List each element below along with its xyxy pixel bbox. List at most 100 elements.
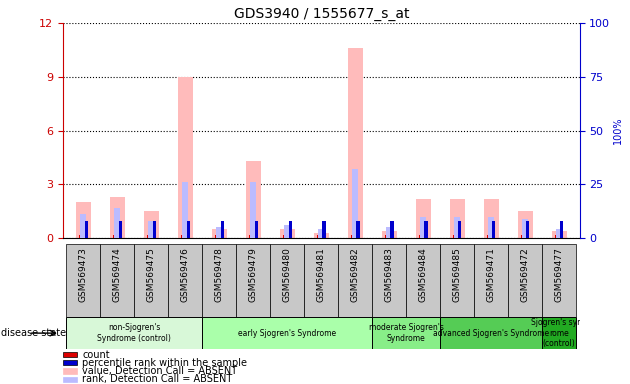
Bar — [416, 199, 431, 238]
Bar — [134, 244, 168, 317]
Text: GSM569483: GSM569483 — [385, 248, 394, 302]
Bar — [100, 244, 134, 317]
Bar — [318, 230, 324, 238]
Bar — [178, 77, 193, 238]
Bar — [493, 221, 495, 238]
Text: GSM569482: GSM569482 — [351, 248, 360, 302]
Text: Sjogren's synd
rome
(control): Sjogren's synd rome (control) — [531, 318, 587, 348]
Text: advanced Sjogren's Syndrome: advanced Sjogren's Syndrome — [433, 329, 549, 338]
Bar — [220, 221, 224, 238]
Bar — [212, 229, 227, 238]
Title: GDS3940 / 1555677_s_at: GDS3940 / 1555677_s_at — [234, 7, 409, 21]
Text: non-Sjogren's
Syndrome (control): non-Sjogren's Syndrome (control) — [98, 323, 171, 343]
Bar — [280, 229, 295, 238]
Bar — [419, 235, 422, 238]
Bar — [551, 231, 567, 238]
Y-axis label: 100%: 100% — [613, 117, 623, 144]
Text: GSM569473: GSM569473 — [79, 248, 88, 302]
Bar — [338, 244, 372, 317]
Bar — [76, 202, 91, 238]
Bar — [357, 221, 360, 238]
Bar — [314, 233, 329, 238]
Text: GSM569475: GSM569475 — [147, 248, 156, 302]
Bar — [323, 221, 326, 238]
Bar — [385, 235, 388, 238]
Text: GSM569474: GSM569474 — [113, 248, 122, 302]
Bar — [246, 161, 261, 238]
Bar — [484, 199, 499, 238]
Text: GSM569484: GSM569484 — [419, 248, 428, 302]
Bar — [542, 244, 576, 317]
Text: value, Detection Call = ABSENT: value, Detection Call = ABSENT — [83, 366, 238, 376]
Bar — [148, 221, 154, 238]
Bar — [289, 221, 292, 238]
Text: GSM569479: GSM569479 — [249, 248, 258, 302]
Bar — [518, 211, 533, 238]
Bar — [63, 352, 77, 357]
Bar — [406, 244, 440, 317]
Bar — [386, 227, 392, 238]
Bar — [459, 221, 462, 238]
Bar — [216, 227, 222, 238]
Text: GSM569481: GSM569481 — [317, 248, 326, 302]
Bar — [440, 244, 474, 317]
Bar — [561, 221, 563, 238]
Text: disease state: disease state — [1, 328, 66, 338]
Bar — [454, 217, 461, 238]
Bar — [508, 244, 542, 317]
Text: GSM569485: GSM569485 — [453, 248, 462, 302]
Bar — [556, 230, 562, 238]
Bar — [144, 211, 159, 238]
Bar — [202, 318, 372, 349]
Bar — [440, 318, 542, 349]
Bar — [317, 235, 320, 238]
Bar — [453, 235, 456, 238]
Bar — [555, 235, 558, 238]
Text: moderate Sjogren's
Syndrome: moderate Sjogren's Syndrome — [369, 323, 444, 343]
Bar — [304, 244, 338, 317]
Bar — [66, 244, 100, 317]
Bar — [182, 182, 188, 238]
Bar — [63, 377, 77, 382]
Bar — [202, 244, 236, 317]
Bar — [542, 318, 576, 349]
Bar — [152, 221, 156, 238]
Bar — [63, 368, 77, 374]
Bar — [110, 197, 125, 238]
Text: early Sjogren's Syndrome: early Sjogren's Syndrome — [238, 329, 336, 338]
Bar — [283, 235, 286, 238]
Bar — [79, 235, 82, 238]
Bar — [372, 318, 440, 349]
Text: percentile rank within the sample: percentile rank within the sample — [83, 358, 248, 368]
Bar — [450, 199, 465, 238]
Bar — [66, 318, 202, 349]
Text: GSM569480: GSM569480 — [283, 248, 292, 302]
Bar — [215, 235, 218, 238]
Bar — [118, 221, 122, 238]
Bar — [352, 169, 358, 238]
Text: GSM569478: GSM569478 — [215, 248, 224, 302]
Bar — [487, 235, 490, 238]
Bar — [488, 217, 495, 238]
Bar — [249, 235, 252, 238]
Bar — [63, 360, 77, 366]
Bar — [284, 225, 290, 238]
Bar — [351, 235, 354, 238]
Bar — [168, 244, 202, 317]
Bar — [81, 214, 86, 238]
Bar — [391, 221, 394, 238]
Bar — [348, 48, 363, 238]
Text: count: count — [83, 350, 110, 360]
Bar — [114, 208, 120, 238]
Bar — [181, 235, 184, 238]
Bar — [522, 219, 529, 238]
Bar — [84, 221, 88, 238]
Text: GSM569471: GSM569471 — [487, 248, 496, 302]
Bar — [425, 221, 428, 238]
Text: GSM569472: GSM569472 — [521, 248, 530, 302]
Bar — [186, 221, 190, 238]
Bar — [382, 231, 397, 238]
Bar — [236, 244, 270, 317]
Bar — [372, 244, 406, 317]
Text: rank, Detection Call = ABSENT: rank, Detection Call = ABSENT — [83, 374, 232, 384]
